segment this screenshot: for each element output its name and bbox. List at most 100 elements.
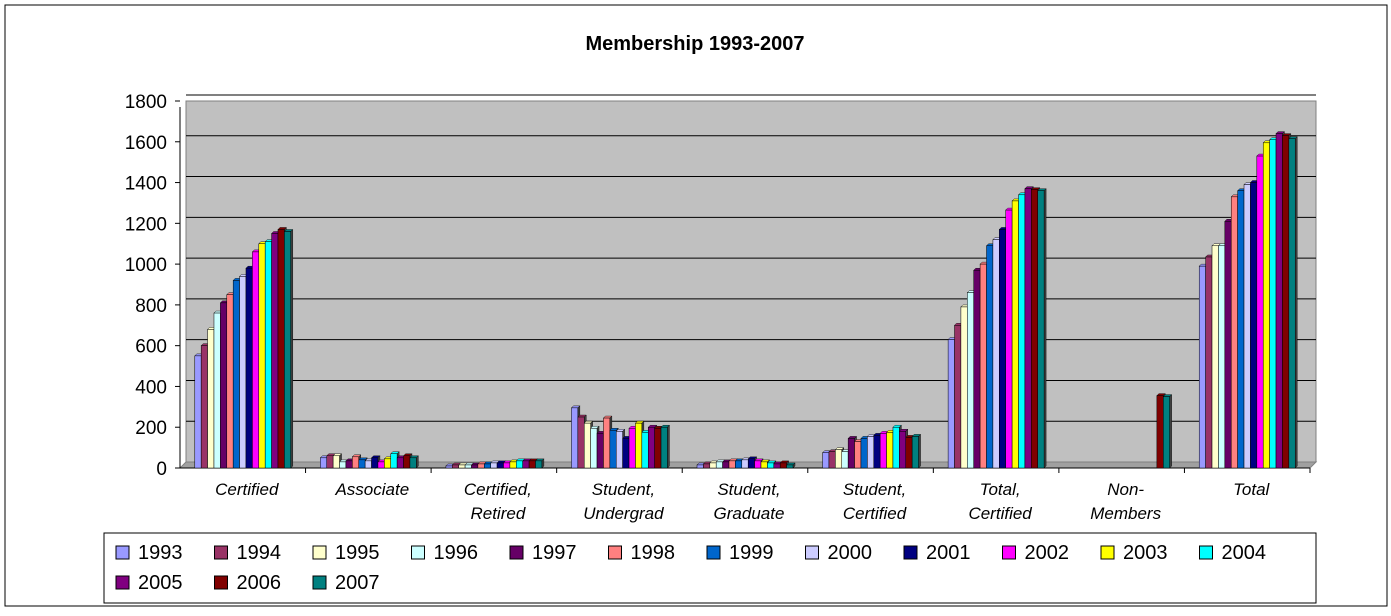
x-tick-label: Student, (592, 480, 655, 499)
bar-side (290, 229, 293, 469)
bar-front (1018, 194, 1026, 469)
legend-label: 1993 (138, 542, 183, 564)
chart-title: Membership 1993-2007 (585, 33, 804, 55)
bar-front (822, 452, 830, 469)
bar-front (200, 345, 208, 469)
bar (1037, 188, 1047, 469)
y-tick-label: 1600 (125, 133, 167, 154)
bar-front (326, 455, 334, 469)
legend-swatch (608, 545, 622, 560)
bar-front (860, 438, 868, 469)
bar-front (452, 464, 459, 469)
x-tick-label: Associate (334, 480, 409, 499)
y-tick-label: 1800 (125, 92, 167, 113)
bar-front (741, 459, 749, 469)
bar (1162, 394, 1173, 469)
bar-front (828, 451, 836, 469)
bar-front (735, 460, 743, 469)
bar-front (345, 460, 353, 469)
bar-front (1224, 221, 1232, 469)
bar-front (252, 251, 260, 469)
bar-front (1024, 188, 1032, 469)
bar-front (696, 464, 704, 469)
bar (409, 455, 419, 469)
y-tick-label: 400 (135, 377, 167, 398)
bar-front (905, 437, 913, 469)
x-tick-label: Undergrad (583, 504, 664, 523)
bar-front (239, 276, 247, 469)
y-tick-label: 600 (135, 337, 167, 358)
bar-front (371, 457, 379, 469)
legend-swatch (509, 545, 524, 560)
bar-front (364, 460, 372, 469)
y-tick-label: 800 (135, 296, 167, 317)
bar-front (1037, 190, 1045, 469)
bar (283, 229, 294, 469)
bar-front (477, 463, 485, 469)
bar-front (892, 426, 900, 469)
bar-front (728, 460, 736, 469)
bar-front (1198, 265, 1206, 469)
bar-front (496, 462, 504, 469)
bar-front (767, 462, 775, 469)
bar-front (1282, 135, 1290, 469)
bar-front (635, 422, 643, 469)
legend-swatch (1100, 545, 1115, 560)
plot-area: 0 200 400 600 800 1000 1200 1400 1600 1800 Certifi… (125, 92, 1318, 523)
bar (786, 462, 796, 469)
bar-front (213, 312, 221, 469)
legend-item: 2000 (805, 542, 872, 564)
legend-item: 1993 (115, 542, 183, 564)
x-tick-label: Total (1233, 480, 1270, 499)
bar-front (899, 431, 907, 469)
legend-swatch (903, 545, 918, 560)
legend-swatch (1002, 545, 1016, 560)
bar-front (232, 280, 240, 469)
bar-front (841, 451, 849, 469)
legend-item: 2006 (214, 572, 281, 594)
y-tick-label: 1400 (125, 174, 167, 195)
bar-side (1295, 136, 1298, 469)
legend-swatch (411, 545, 425, 560)
plot-background (185, 100, 1317, 463)
bar-front (715, 461, 723, 469)
legend-label: 2003 (1123, 542, 1168, 564)
legend-label: 2001 (926, 542, 971, 564)
bar (911, 433, 922, 469)
bar-front (867, 436, 875, 469)
bar-front (332, 455, 340, 469)
bar-front (458, 464, 466, 469)
x-tick-label: Certified (968, 504, 1032, 523)
x-tick-label: Certified, (464, 480, 532, 499)
bar-front (747, 458, 755, 469)
bar-front (516, 460, 523, 469)
bar-front (377, 461, 385, 469)
y-tick-label: 1000 (125, 255, 167, 276)
legend-item: 1998 (608, 542, 675, 564)
bar-front (194, 355, 202, 469)
legend-label: 1997 (532, 542, 577, 564)
bar-side (1043, 188, 1047, 469)
bar (535, 458, 545, 469)
legend-item: 1994 (214, 542, 281, 564)
bar-front (609, 430, 617, 469)
bar-front (583, 422, 591, 469)
bar-front (264, 241, 272, 469)
bar-front (647, 426, 655, 469)
bar-front (258, 243, 266, 469)
bar-front (339, 461, 347, 469)
y-tick-label: 200 (135, 418, 167, 439)
bar-front (1230, 196, 1238, 469)
bar-front (320, 457, 327, 469)
legend-label: 2004 (1222, 542, 1267, 564)
bar-front (571, 407, 579, 469)
legend-label: 2005 (138, 572, 183, 594)
bar-front (1237, 190, 1245, 469)
bar-front (226, 294, 234, 469)
bar-front (999, 229, 1006, 469)
bar-front (879, 433, 887, 469)
legend-swatch (312, 575, 327, 590)
x-tick-label: Retired (470, 504, 525, 523)
bar-front (992, 239, 1000, 469)
